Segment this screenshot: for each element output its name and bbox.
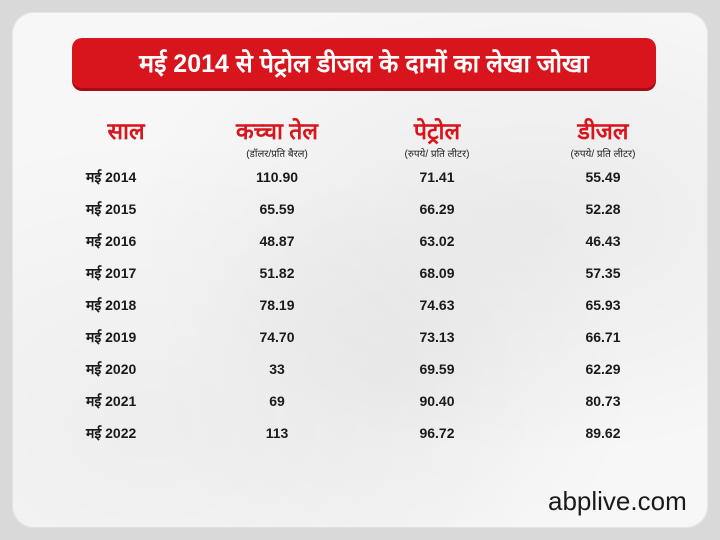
cell-crude-oil: 33: [269, 361, 285, 377]
cell-diesel: 52.28: [585, 201, 621, 217]
table-row: मई 2018 78.19 74.63 65.93: [12, 290, 708, 320]
table-row: मई 2014 110.90 71.41 55.49: [12, 162, 708, 192]
header-petrol-unit: (रुपये/ प्रति लीटर): [404, 149, 470, 160]
cell-year: मई 2017: [86, 265, 137, 281]
cell-crude-oil: 78.19: [259, 297, 295, 313]
brand-logo-text: abplive.com: [548, 486, 687, 516]
cell-diesel: 62.29: [585, 361, 621, 377]
table-row: मई 2022 113 96.72 89.62: [12, 418, 708, 448]
cell-petrol: 68.09: [419, 265, 455, 281]
cell-petrol: 74.63: [419, 297, 455, 313]
table-row: मई 2021 69 90.40 80.73: [12, 386, 708, 416]
cell-crude-oil: 65.59: [259, 201, 295, 217]
background-texture: [12, 12, 708, 528]
header-petrol: पेट्रोल: [413, 118, 461, 144]
header-crude-oil-unit: (डॉलर/प्रति बैरल): [246, 149, 308, 160]
cell-petrol: 71.41: [419, 169, 455, 185]
cell-petrol: 96.72: [419, 425, 455, 441]
table-row: मई 2017 51.82 68.09 57.35: [12, 258, 708, 288]
cell-petrol: 63.02: [419, 233, 455, 249]
cell-diesel: 46.43: [585, 233, 621, 249]
table-row: मई 2020 33 69.59 62.29: [12, 354, 708, 384]
cell-petrol: 66.29: [419, 201, 455, 217]
page-title: मई 2014 से पेट्रोल डीजल के दामों का लेखा…: [139, 50, 589, 78]
title-banner: मई 2014 से पेट्रोल डीजल के दामों का लेखा…: [72, 38, 656, 88]
cell-year: मई 2022: [86, 425, 137, 441]
cell-year: मई 2015: [86, 201, 137, 217]
cell-crude-oil: 74.70: [259, 329, 295, 345]
cell-diesel: 55.49: [585, 169, 621, 185]
cell-petrol: 69.59: [419, 361, 455, 377]
header-diesel: डीजल: [577, 118, 629, 144]
header-crude-oil: कच्चा तेल: [236, 118, 318, 144]
table-row: मई 2015 65.59 66.29 52.28: [12, 194, 708, 224]
cell-year: मई 2021: [86, 393, 137, 409]
cell-diesel: 89.62: [585, 425, 621, 441]
header-diesel-unit: (रुपये/ प्रति लीटर): [570, 149, 636, 160]
cell-petrol: 73.13: [419, 329, 455, 345]
table-row: मई 2016 48.87 63.02 46.43: [12, 226, 708, 256]
cell-year: मई 2019: [86, 329, 137, 345]
cell-year: मई 2016: [86, 233, 137, 249]
table-row: मई 2019 74.70 73.13 66.71: [12, 322, 708, 352]
cell-year: मई 2020: [86, 361, 137, 377]
cell-diesel: 66.71: [585, 329, 621, 345]
cell-diesel: 57.35: [585, 265, 621, 281]
cell-crude-oil: 113: [265, 425, 289, 441]
infographic-card: मई 2014 से पेट्रोल डीजल के दामों का लेखा…: [12, 12, 708, 528]
cell-petrol: 90.40: [419, 393, 455, 409]
cell-diesel: 65.93: [585, 297, 621, 313]
cell-year: मई 2014: [86, 169, 137, 185]
cell-year: मई 2018: [86, 297, 137, 313]
cell-crude-oil: 110.90: [255, 169, 299, 185]
cell-crude-oil: 48.87: [259, 233, 295, 249]
cell-diesel: 80.73: [585, 393, 621, 409]
cell-crude-oil: 51.82: [259, 265, 295, 281]
header-year: साल: [107, 118, 145, 144]
cell-crude-oil: 69: [269, 393, 285, 409]
